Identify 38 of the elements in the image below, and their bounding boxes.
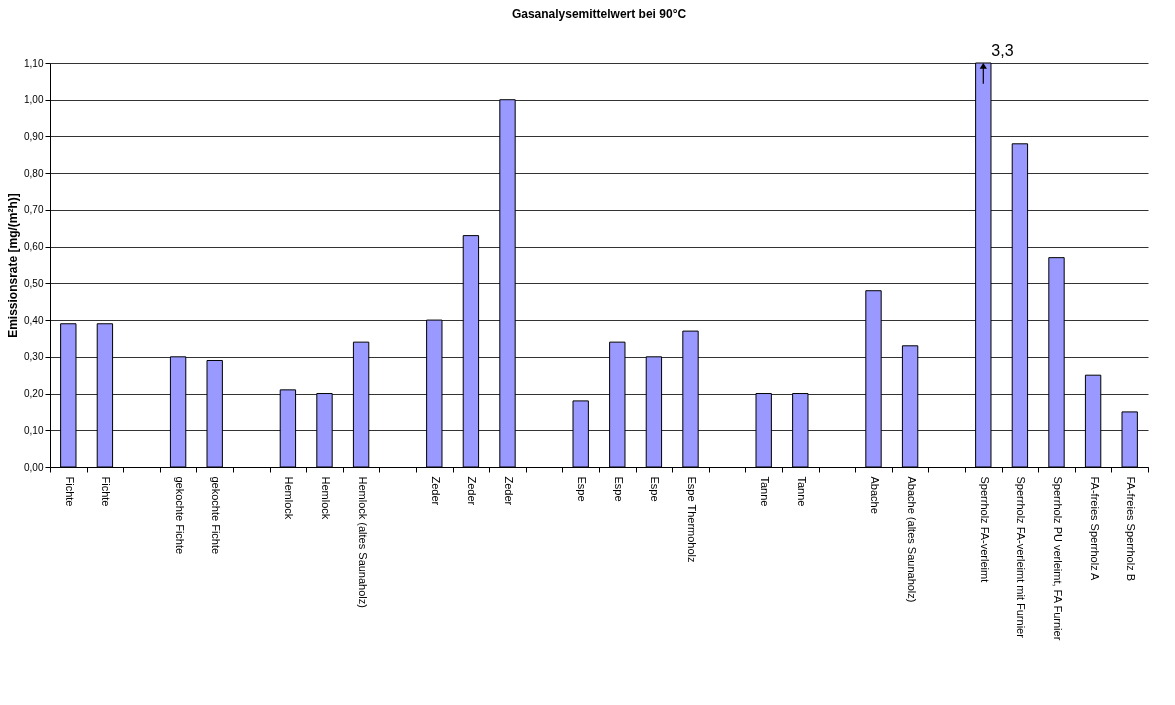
x-tick-label: gekochte Fichte: [210, 476, 223, 555]
y-tick-label: 0,80: [24, 167, 44, 179]
x-tick-label: Abache (altes Saunaholz): [905, 476, 918, 603]
x-tick-label: Zeder: [503, 476, 515, 506]
x-tick-label: Espe Thermoholz: [686, 476, 698, 563]
y-tick-label: 0,00: [24, 461, 44, 473]
chart-title: Gasanalysemittelwert bei 90°C: [511, 7, 687, 21]
x-tick-label: Espe: [576, 476, 589, 502]
x-tick-label: Fichte: [63, 476, 76, 507]
x-tick-label: Tanne: [759, 476, 772, 507]
x-tick-label: Sperrholz PU verleimt, FA Furnier: [1052, 476, 1064, 641]
x-tick-label: Fichte: [100, 476, 113, 507]
y-tick-label: 0,10: [24, 424, 44, 436]
y-tick-label: 0,60: [24, 241, 44, 253]
y-axis-title: Emissionsrate [mg/(m²h)]: [6, 193, 21, 338]
x-tick-label: FA-freies Sperrholz A: [1088, 476, 1101, 582]
x-tick-label: Hemlock: [320, 476, 332, 520]
y-tick-label: 0,70: [24, 204, 44, 216]
x-tick-label: Zeder: [429, 476, 442, 506]
y-tick-label: 0,50: [24, 277, 44, 289]
x-tick-label: Sperrholz FA-verleimt mit Furnier: [1015, 476, 1028, 639]
y-tick-label: 0,20: [24, 388, 44, 400]
y-tick-label: 1,10: [24, 57, 44, 69]
y-tick-label: 0,30: [24, 351, 44, 363]
x-tick-label: FA-freies Sperrholz B: [1125, 476, 1138, 582]
annotation: 3,3: [991, 42, 1014, 59]
x-tick-label: Hemlock (altes Saunaholz): [356, 476, 369, 608]
x-tick-label: Espe: [612, 476, 625, 502]
y-tick-label: 0,90: [24, 130, 44, 142]
x-tick-label: Espe: [649, 476, 662, 502]
y-tick-label: 0,40: [24, 314, 44, 326]
x-tick-label: Sperrholz FA-verleimt: [978, 476, 991, 583]
x-tick-label: Tanne: [795, 476, 808, 507]
x-tick-label: Hemlock: [283, 476, 296, 520]
y-tick-label: 1,00: [24, 94, 44, 106]
x-tick-label: gekochte Fichte: [173, 476, 186, 555]
x-tick-label: Abache: [869, 476, 881, 514]
x-tick-label: Zeder: [466, 476, 479, 506]
